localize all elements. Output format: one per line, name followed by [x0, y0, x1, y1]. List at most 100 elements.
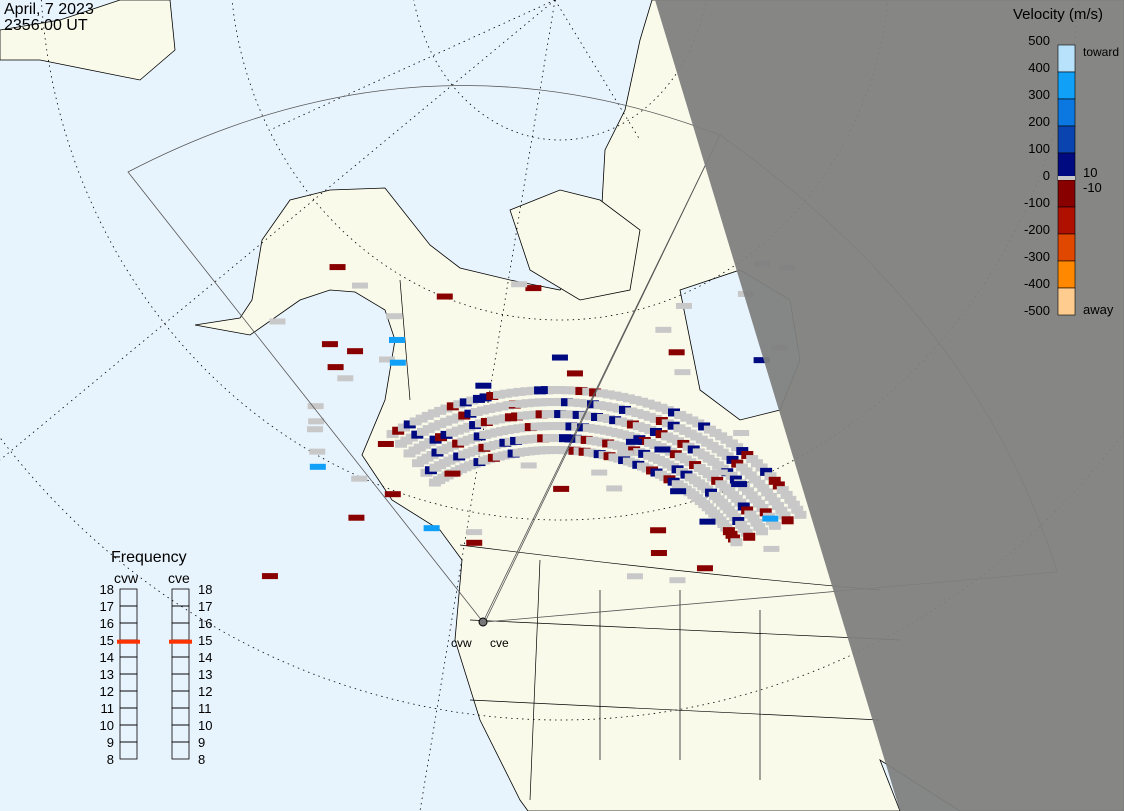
radar-cell: [472, 394, 485, 403]
radar-cell: [541, 410, 554, 419]
radar-cell: [307, 403, 324, 410]
radar-cell: [386, 313, 403, 320]
colorbar-ground-scatter: [1058, 176, 1075, 180]
colorbar-segment: [1057, 233, 1076, 262]
colorbar-tick: -400: [1023, 276, 1050, 291]
radar-cell: [436, 293, 453, 300]
radar-cell: [753, 357, 770, 364]
radar-cell: [747, 514, 760, 523]
radar-cell: [464, 409, 477, 418]
colorbar-segment: [1057, 206, 1076, 235]
freq-tick: 17: [198, 599, 213, 614]
radar-cell: [749, 495, 762, 504]
freq-tick: 11: [100, 701, 115, 716]
neg-threshold: -10: [1083, 180, 1102, 195]
radar-cell: [554, 398, 567, 407]
radar-cell: [649, 414, 662, 423]
colorbar-tick: 500: [1028, 33, 1050, 48]
radar-cell: [616, 392, 629, 401]
radar-cell: [479, 393, 492, 402]
colorbar-segment: [1057, 98, 1076, 127]
radar-cell: [730, 538, 743, 547]
radar-cell: [597, 413, 610, 422]
political-borders: [399, 279, 901, 801]
radar-cell: [421, 411, 434, 420]
radar-cell: [618, 405, 631, 414]
freq-tick: 10: [198, 718, 213, 733]
radar-cell: [740, 467, 753, 476]
radar-cell: [307, 426, 324, 433]
radar-cell: [453, 400, 466, 409]
radar-cell: [511, 412, 524, 421]
radar-cell: [794, 510, 807, 519]
radar-cell: [756, 527, 769, 536]
radar-cell: [612, 404, 625, 413]
radar-cell: [528, 398, 541, 407]
radar-cell: [772, 481, 785, 490]
radar-cell: [434, 406, 447, 415]
radar-cell: [423, 525, 440, 532]
freq-marker-cve: [169, 639, 192, 644]
freq-tick: 17: [99, 599, 114, 614]
radar-cell: [761, 488, 774, 497]
radar-cell: [309, 448, 326, 455]
radar-cell: [587, 400, 600, 409]
radar-cell: [655, 403, 668, 412]
radar-cell: [741, 506, 754, 515]
freq-tick: 18: [99, 582, 114, 597]
radar-cell: [776, 486, 789, 495]
freq-tick: 12: [198, 684, 213, 699]
colorbar-tick: 300: [1028, 87, 1050, 102]
radar-cell: [631, 409, 644, 418]
time-label: 2356:00 UT: [4, 17, 88, 34]
radar-cell: [517, 411, 530, 420]
radar-cell: [554, 386, 567, 395]
colorbar-tick: -200: [1023, 222, 1050, 237]
radar-cell: [580, 399, 593, 408]
radar-cell: [348, 514, 365, 521]
colorbar-tick: -100: [1023, 195, 1050, 210]
radar-cell: [446, 402, 459, 411]
radar-cell: [680, 413, 693, 422]
colorbar-segment: [1057, 44, 1076, 73]
radar-cell: [582, 387, 595, 396]
radar-cell: [574, 398, 587, 407]
freq-tick: 16: [198, 616, 213, 631]
radar-cell: [452, 413, 465, 422]
radar-cell: [655, 326, 672, 333]
radar-cell: [755, 463, 768, 472]
radar-cell: [458, 411, 471, 420]
radar-cell: [575, 387, 588, 396]
freq-scale-cell: [119, 741, 138, 760]
radar-cell: [308, 418, 325, 425]
radar-cell: [772, 502, 785, 511]
radar-cell: [427, 409, 440, 418]
radar-label-cve: cve: [490, 636, 509, 650]
radar-cell: [527, 386, 540, 395]
colorbar-tick: -500: [1023, 303, 1050, 318]
radar-cell: [784, 495, 797, 504]
radar-cell: [674, 411, 687, 420]
freq-tick: 9: [198, 735, 206, 750]
radar-cell: [711, 469, 728, 476]
radar-cell: [475, 382, 492, 389]
radar-cell: [744, 471, 757, 480]
radar-cell: [269, 318, 286, 325]
freq-tick: 14: [198, 650, 213, 665]
radar-cell: [466, 396, 479, 405]
freq-tick: 8: [198, 752, 206, 767]
radar-cell: [525, 285, 542, 292]
radar-cell: [791, 505, 804, 514]
velocity-colorbar: [1057, 44, 1076, 316]
radar-cell: [731, 481, 748, 488]
radar-cell: [699, 518, 716, 525]
radar-cell: [470, 408, 483, 417]
radar-cell: [554, 410, 567, 419]
freq-radar-cve: cve: [168, 570, 190, 586]
radar-cell: [780, 490, 793, 499]
freq-tick: 15: [198, 633, 213, 648]
radar-cell: [753, 479, 766, 488]
radar-cell: [572, 410, 585, 419]
